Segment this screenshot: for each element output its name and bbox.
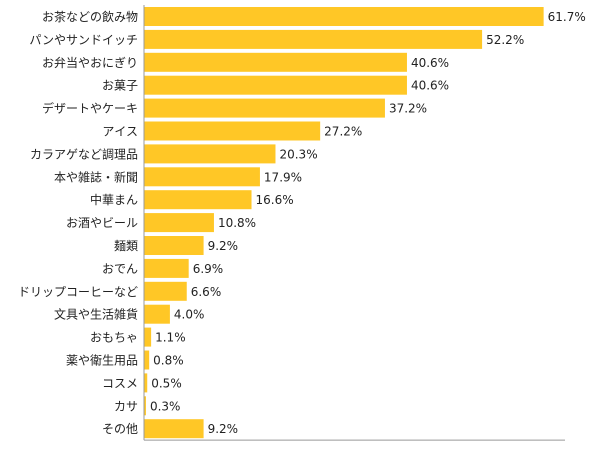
bar — [144, 236, 204, 255]
bar — [144, 7, 544, 26]
category-label: お菓子 — [102, 79, 138, 93]
category-label: ドリップコーヒーなど — [18, 285, 138, 299]
bar — [144, 121, 321, 141]
category-label: おもちゃ — [90, 331, 138, 345]
value-label: 37.2% — [389, 102, 427, 116]
bar — [144, 327, 152, 347]
category-label: コスメ — [102, 376, 138, 390]
bar — [144, 281, 187, 301]
category-label: 中華まん — [90, 192, 138, 207]
bar — [144, 304, 170, 324]
bar — [144, 29, 483, 49]
category-label: パンやサンドイッチ — [29, 33, 138, 47]
category-label: その他 — [102, 422, 138, 436]
category-label: デザートやケーキ — [42, 101, 138, 116]
value-label: 0.5% — [151, 376, 182, 390]
bar — [144, 167, 260, 187]
value-label: 9.2% — [208, 422, 239, 436]
bar — [144, 258, 189, 278]
value-label: 17.9% — [264, 170, 302, 184]
category-label: おでん — [102, 262, 138, 276]
category-label: 本や雑誌・新聞 — [54, 169, 138, 184]
value-label: 10.8% — [218, 216, 256, 230]
value-label: 6.9% — [193, 262, 224, 276]
category-label: アイス — [102, 125, 138, 139]
category-label: お弁当やおにぎり — [42, 55, 138, 70]
bar — [144, 373, 148, 393]
value-label: 9.2% — [208, 239, 239, 253]
bar — [144, 419, 204, 439]
bar — [144, 190, 252, 210]
bars-layer — [144, 7, 544, 439]
value-label: 1.1% — [155, 331, 186, 345]
category-label: 麺類 — [114, 239, 138, 253]
value-label: 6.6% — [191, 285, 222, 299]
category-label: 薬や衛生用品 — [66, 354, 138, 368]
value-label: 20.3% — [279, 147, 317, 161]
value-label: 4.0% — [174, 308, 205, 322]
value-label: 27.2% — [324, 125, 362, 139]
value-label: 0.8% — [153, 354, 184, 368]
value-label: 0.3% — [150, 399, 181, 413]
value-label: 61.7% — [548, 10, 586, 24]
bar — [144, 75, 407, 95]
value-labels-layer: 61.7% 52.2% 40.6% 40.6% 37.2% 27.2% 20.3% 17.9%… — [150, 10, 586, 436]
value-label: 40.6% — [411, 79, 449, 93]
bar — [144, 144, 276, 164]
value-label: 16.6% — [256, 193, 294, 207]
category-label: 文具や生活雑貨 — [54, 307, 138, 322]
bar — [144, 396, 146, 416]
category-label: お茶などの飲み物 — [42, 9, 138, 24]
category-label: カラアゲなど調理品 — [30, 147, 138, 161]
category-label: カサ — [114, 399, 138, 413]
bar — [144, 98, 385, 118]
category-labels-layer: お茶などの飲み物パンやサンドイッチお弁当やおにぎりお菓子デザートやケーキアイスカ… — [18, 9, 138, 436]
value-label: 52.2% — [486, 33, 524, 47]
bar — [144, 52, 407, 72]
value-label: 40.6% — [411, 56, 449, 70]
category-label: お酒やビール — [66, 216, 138, 230]
bar — [144, 350, 150, 370]
bar — [144, 213, 214, 233]
